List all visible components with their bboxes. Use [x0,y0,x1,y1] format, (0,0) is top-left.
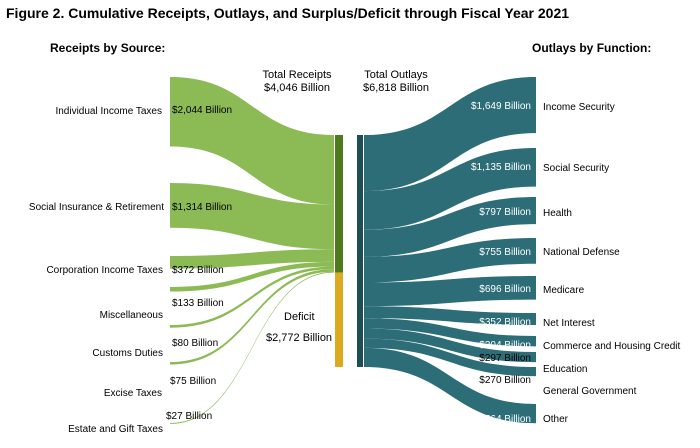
outlay-flow-education [364,328,536,363]
outlay-value-education: $297 Billion [479,353,531,364]
outlay-category-general-government: General Government [543,386,637,397]
outlay-category-income-security: Income Security [543,102,615,113]
total-receipts-value: $4,046 Billion [264,82,330,94]
outlay-category-net-interest: Net Interest [543,318,595,329]
receipt-flow-estate-and-gift-taxes [170,271,334,424]
outlay-category-national-defense: National Defense [543,247,620,258]
outlay-flow-health [364,197,536,257]
outlay-value-medicare: $696 Billion [479,284,531,295]
outlay-category-medicare: Medicare [543,285,585,296]
outlay-category-other: Other [543,414,569,425]
receipt-category-customs-duties: Customs Duties [92,348,163,359]
receipt-category-individual-income-taxes: Individual Income Taxes [55,106,162,117]
outlay-category-social-security: Social Security [543,163,609,174]
outlay-flows [364,77,536,424]
outlay-flow-social-security [364,148,536,230]
outlay-flow-national-defense [364,238,536,283]
receipt-flow-individual-income-taxes [170,77,334,205]
figure-title: Figure 2. Cumulative Receipts, Outlays, … [6,5,569,21]
receipt-category-social-insurance-and-retirement: Social Insurance & Retirement [29,202,164,213]
receipt-value-corporation-income-taxes: $372 Billion [172,265,224,276]
receipt-category-miscellaneous: Miscellaneous [100,310,163,321]
outlay-flow-other [364,347,536,424]
receipt-value-estate-and-gift-taxes: $27 Billion [166,411,212,422]
receipt-flow-excise-taxes [170,269,334,365]
outlay-value-national-defense: $755 Billion [479,247,531,258]
outlay-value-health: $797 Billion [479,207,531,218]
receipts-heading: Receipts by Source: [50,41,165,55]
deficit-value: $2,772 Billion [266,332,332,344]
outlay-value-social-security: $1,135 Billion [471,162,531,173]
outlay-flow-net-interest [364,306,536,325]
receipt-category-estate-and-gift-taxes: Estate and Gift Taxes [68,424,163,435]
outlay-flow-medicare [364,276,536,307]
outlay-value-other: $564 Billion [479,414,531,425]
outlay-flow-income-security [364,77,536,192]
total-receipts-label: Total Receipts [262,69,332,81]
receipt-value-excise-taxes: $75 Billion [170,376,216,387]
outlay-category-health: Health [543,208,572,219]
receipt-value-customs-duties: $80 Billion [172,338,218,349]
receipt-category-corporation-income-taxes: Corporation Income Taxes [46,265,163,276]
outlay-value-net-interest: $352 Billion [479,317,531,328]
total-bars [335,135,363,367]
receipt-flow-corporation-income-taxes [170,249,334,269]
deficit-bar [335,272,343,367]
outlay-flow-general-government [364,338,536,377]
total-outlays-bar [357,135,363,367]
receipt-flow-miscellaneous [170,261,334,292]
receipt-category-excise-taxes: Excise Taxes [104,388,162,399]
outlay-category-education: Education [543,364,587,375]
receipt-flow-social-insurance-and-retirement [170,183,334,250]
receipt-flows [170,77,334,424]
outlay-category-commerce-and-housing-credit: Commerce and Housing Credit [543,341,681,352]
outlays-heading: Outlays by Function: [532,41,651,55]
receipt-value-miscellaneous: $133 Billion [172,298,224,309]
receipt-value-social-insurance-and-retirement: $1,314 Billion [172,202,232,213]
outlay-value-general-government: $270 Billion [479,375,531,386]
deficit-label: Deficit [284,311,315,323]
flow-labels: $2,044 Billion Individual Income Taxes $1,… [29,101,681,435]
total-receipts-bar [335,135,343,273]
total-outlays-label: Total Outlays [364,69,428,81]
outlay-flow-commerce-and-housing-credit [364,318,536,347]
total-outlays-value: $6,818 Billion [363,82,429,94]
receipt-value-individual-income-taxes: $2,044 Billion [172,105,232,116]
receipt-flow-customs-duties [170,266,334,328]
outlay-value-commerce-and-housing-credit: $304 Billion [479,340,531,351]
outlay-value-income-security: $1,649 Billion [471,101,531,112]
